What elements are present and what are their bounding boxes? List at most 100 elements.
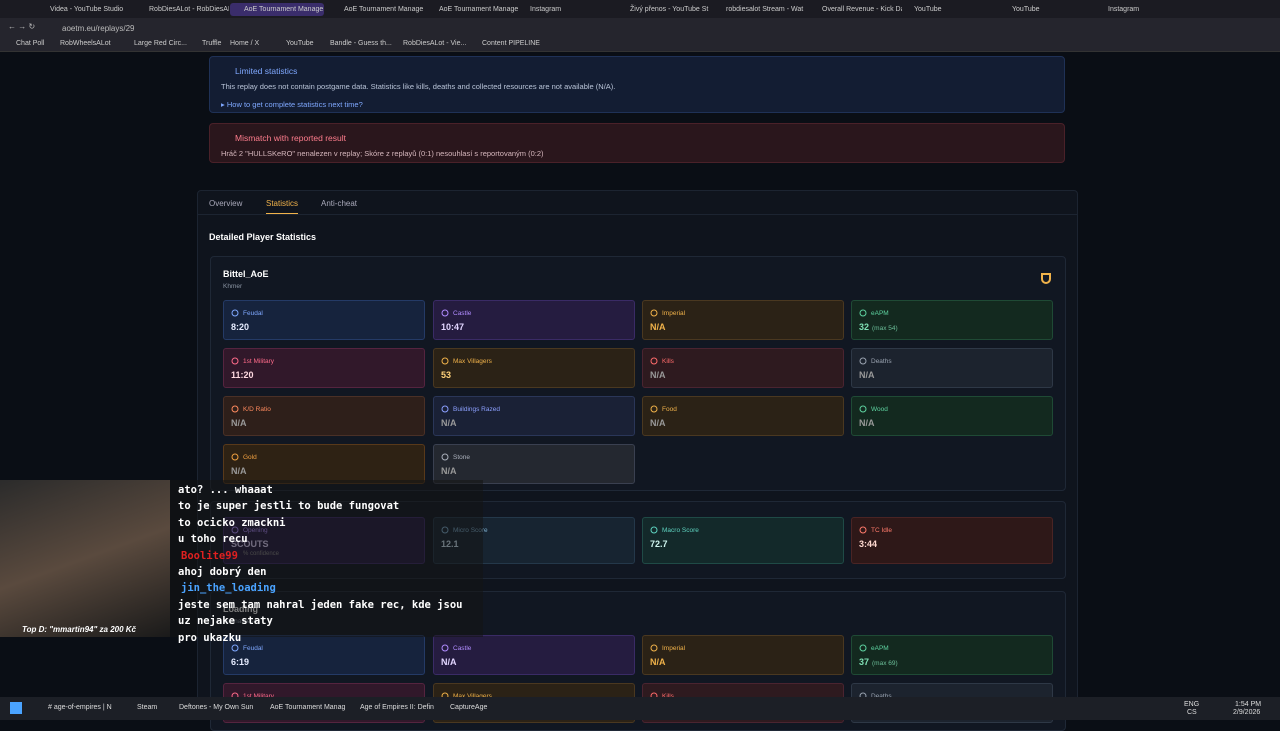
url[interactable]: aoetm.eu/replays/29 bbox=[62, 24, 135, 33]
stat-label: Feudal bbox=[243, 645, 263, 652]
tab[interactable]: Anti-cheat bbox=[321, 199, 358, 208]
bookmark[interactable]: RobDiesALot - Vie... bbox=[403, 40, 467, 47]
stat-value: 72.7 bbox=[650, 539, 668, 549]
browser-tab[interactable]: AoE Tournament Manage bbox=[344, 6, 424, 13]
chat-message: pro ukazku bbox=[178, 631, 242, 644]
stat-card: Gold N/A bbox=[223, 444, 425, 484]
browser-tab[interactable]: AoE Tournament Manage bbox=[230, 3, 324, 16]
taskbar-app[interactable]: Deftones - My Own Sun bbox=[179, 704, 254, 711]
stat-value: 11:20 bbox=[231, 370, 254, 380]
bookmark[interactable]: Home / X bbox=[230, 40, 260, 47]
value: 10:47 bbox=[441, 322, 465, 332]
browser-tab[interactable]: robdiesalot Stream - Wat bbox=[726, 6, 804, 13]
tab-bar: Videa - YouTube Studio RobDiesALot - RobD… bbox=[0, 0, 1280, 18]
browser-tab[interactable]: RobDiesALot - RobDiesAL bbox=[149, 6, 229, 13]
stat-label: eAPM bbox=[871, 645, 889, 652]
icon bbox=[441, 309, 449, 317]
taskbar-app[interactable]: CaptureAge bbox=[450, 704, 488, 711]
stat-value: 10:47 bbox=[441, 322, 464, 332]
browser-tab[interactable]: Instagram bbox=[530, 6, 562, 13]
stat-card: eAPM 37 (max 69) bbox=[851, 635, 1053, 675]
chat-message: to je super jestli to bude fungovat bbox=[178, 500, 400, 513]
alert-info: Limited statistics This replay does not … bbox=[209, 56, 1065, 113]
stat-card: Castle N/A bbox=[433, 635, 635, 675]
player-civ: Khmer bbox=[223, 283, 243, 290]
icon bbox=[231, 357, 239, 365]
stat-extra: (max 54) bbox=[872, 325, 898, 332]
alert-title: Mismatch with reported result bbox=[235, 133, 347, 143]
browser-tab[interactable]: Overall Revenue - Kick Da bbox=[822, 6, 902, 13]
browser-tab[interactable]: YouTube bbox=[914, 6, 942, 13]
stat-card: Max Villagers 53 bbox=[433, 348, 635, 388]
browser-tab[interactable]: Videa - YouTube Studio bbox=[50, 6, 124, 13]
stat-card: 1st Military 11:20 bbox=[223, 348, 425, 388]
start-button[interactable] bbox=[10, 702, 22, 714]
taskbar-app[interactable]: Steam bbox=[137, 704, 158, 711]
bookmark[interactable]: Chat Poll bbox=[16, 40, 45, 47]
value: 8:20 bbox=[231, 322, 250, 332]
value: N/A bbox=[650, 418, 666, 428]
caption: Top D: "mmartin94" za 200 Kč bbox=[22, 625, 136, 634]
taskbar-app[interactable]: Age of Empires II: Defin bbox=[360, 704, 434, 711]
stat-card: Stone N/A bbox=[433, 444, 635, 484]
value: N/A bbox=[231, 418, 247, 428]
player-name: Bittel_AoE bbox=[223, 269, 269, 279]
stat-card: K/D Ratio N/A bbox=[223, 396, 425, 436]
taskbar-app[interactable]: AoE Tournament Manag bbox=[270, 704, 346, 711]
icon bbox=[859, 526, 867, 534]
browser-tab[interactable]: AoE Tournament Manage bbox=[439, 6, 519, 13]
stat-value: N/A bbox=[441, 657, 457, 667]
stat-label: Castle bbox=[453, 645, 472, 652]
value: N/A bbox=[859, 370, 875, 380]
browser-tab[interactable]: Živý přenos - YouTube St bbox=[630, 6, 709, 13]
stat-label: Imperial bbox=[662, 645, 686, 652]
stat-card: Imperial N/A bbox=[642, 635, 844, 675]
stat-value: 6:19 bbox=[231, 657, 249, 667]
stat-extra: (max 69) bbox=[872, 660, 898, 667]
trophy bbox=[1041, 273, 1051, 284]
chat-message: ahoj dobrý den bbox=[178, 566, 267, 579]
value: N/A bbox=[441, 657, 457, 667]
stat-card: eAPM 32 (max 54) bbox=[851, 300, 1053, 340]
browser-tab[interactable]: Instagram bbox=[1108, 6, 1140, 13]
taskbar-app[interactable]: # age-of-empires | N bbox=[48, 704, 112, 711]
value: N/A bbox=[650, 657, 666, 667]
stat-label: 1st Military bbox=[243, 358, 275, 365]
bookmark[interactable]: YouTube bbox=[286, 40, 314, 47]
bookmark[interactable]: Content PIPELINE bbox=[482, 40, 540, 47]
tab-active[interactable]: Statistics bbox=[266, 199, 299, 215]
value: N/A bbox=[231, 466, 247, 476]
bookmark[interactable]: Bandle - Guess th... bbox=[330, 40, 392, 47]
stat-label: Macro Score bbox=[662, 527, 699, 534]
stat-label: Deaths bbox=[871, 358, 892, 365]
stat-value: N/A bbox=[441, 466, 457, 476]
value: N/A bbox=[650, 370, 666, 380]
stat-label: Stone bbox=[453, 454, 470, 461]
bookmark[interactable]: Truffle bbox=[202, 40, 222, 47]
chat-message: uz nejake staty bbox=[178, 615, 273, 628]
stat-label: eAPM bbox=[871, 310, 889, 317]
stat-card: Deaths N/A bbox=[851, 348, 1053, 388]
browser-tab[interactable]: YouTube bbox=[1012, 6, 1040, 13]
icon bbox=[859, 309, 867, 317]
icon bbox=[859, 405, 867, 413]
date: 2/9/2026 bbox=[1233, 709, 1261, 716]
address-bar: ← → ↻ aoetm.eu/replays/29 bbox=[0, 18, 1280, 38]
value: N/A bbox=[859, 418, 875, 428]
bookmark[interactable]: Large Red Circ... bbox=[134, 40, 187, 47]
stat-value: N/A bbox=[231, 466, 247, 476]
value: 32 bbox=[859, 322, 870, 332]
tab[interactable]: Overview bbox=[209, 199, 243, 208]
icon bbox=[650, 644, 658, 652]
stat-label: Food bbox=[662, 406, 677, 413]
bookmark[interactable]: RobWheelsALot bbox=[60, 40, 111, 47]
stat-value: N/A bbox=[650, 322, 666, 332]
chat-message: ato? ... whaaat bbox=[178, 484, 273, 496]
icon bbox=[650, 526, 658, 534]
stat-label: Kills bbox=[662, 358, 674, 365]
chat-user: jin_the_loading bbox=[181, 582, 276, 595]
icon bbox=[650, 357, 658, 365]
icon bbox=[231, 453, 239, 461]
stat-label: Deaths bbox=[871, 693, 892, 700]
alert-link[interactable]: How to get complete statistics next time… bbox=[226, 100, 363, 109]
